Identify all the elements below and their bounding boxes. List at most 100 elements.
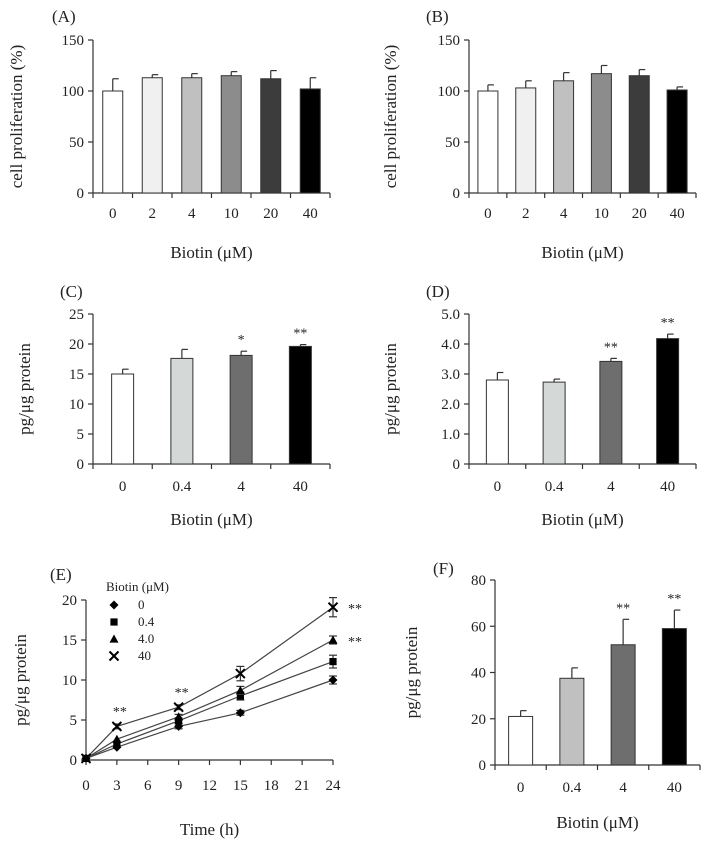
- x-tick-label: 0.4: [563, 780, 582, 796]
- x-tick-label: 20: [632, 206, 647, 222]
- significance-marker: **: [667, 592, 681, 607]
- series-line: [85, 606, 334, 759]
- bar: [181, 77, 203, 194]
- legend-label: 0.4: [138, 614, 155, 629]
- panel-label: (F): [433, 559, 454, 578]
- x-tick-label: 3: [113, 778, 121, 794]
- x-tick-label: 24: [326, 778, 342, 794]
- triangle-marker: [109, 634, 119, 643]
- panel-label: (E): [50, 565, 72, 584]
- triangle-marker: [174, 712, 184, 721]
- bar: [288, 345, 312, 465]
- x-tick-label: 2: [522, 206, 530, 222]
- x-tick-label: 12: [202, 778, 217, 794]
- significance-marker: **: [175, 686, 189, 701]
- significance-marker: **: [604, 340, 618, 355]
- y-tick-label: 5: [70, 713, 78, 729]
- y-tick-label: 0: [453, 186, 461, 202]
- cross-marker: [327, 601, 339, 613]
- panel-label: (A): [52, 7, 76, 26]
- y-axis-label: pg/μg protein: [381, 343, 400, 435]
- y-tick-label: 3.0: [441, 367, 460, 383]
- y-tick-label: 15: [62, 633, 77, 649]
- y-tick-label: 60: [471, 619, 486, 635]
- x-axis-label: Biotin (μM): [556, 813, 638, 832]
- y-axis-label: cell proliferation (%): [381, 45, 400, 189]
- x-tick-label: 4: [188, 206, 196, 222]
- x-tick-label: 4: [237, 479, 245, 495]
- y-tick-label: 150: [438, 33, 461, 49]
- x-tick-label: 0: [82, 778, 90, 794]
- bar: [656, 338, 680, 465]
- x-tick-label: 9: [175, 778, 183, 794]
- x-tick-label: 40: [667, 780, 682, 796]
- y-tick-label: 2.0: [441, 397, 460, 413]
- x-tick-label: 20: [263, 206, 278, 222]
- bar: [553, 80, 575, 194]
- x-tick-label: 0: [517, 780, 525, 796]
- x-tick-label: 40: [670, 206, 685, 222]
- x-tick-label: 18: [264, 778, 279, 794]
- panel-label: (D): [426, 282, 450, 301]
- square-marker: [113, 740, 121, 748]
- y-tick-label: 10: [62, 673, 77, 689]
- bar: [170, 357, 194, 465]
- bar: [590, 73, 612, 194]
- x-axis-label: Biotin (μM): [170, 510, 252, 529]
- legend-title: Biotin (μM): [106, 579, 169, 594]
- x-tick-label: 0.4: [545, 479, 564, 495]
- x-tick-label: 4: [619, 780, 627, 796]
- x-tick-label: 0: [119, 479, 127, 495]
- y-axis-label: cell proliferation (%): [7, 45, 26, 189]
- x-tick-label: 15: [233, 778, 248, 794]
- y-tick-label: 0: [77, 457, 85, 473]
- square-marker: [175, 717, 183, 725]
- bar: [477, 90, 499, 194]
- bar: [628, 75, 650, 194]
- y-tick-label: 1.0: [441, 427, 460, 443]
- panel-label: (B): [426, 7, 449, 26]
- series-line: [85, 639, 334, 759]
- y-tick-label: 4.0: [441, 337, 460, 353]
- x-tick-label: 6: [144, 778, 152, 794]
- cross-marker: [108, 650, 120, 662]
- bar: [515, 87, 537, 194]
- y-axis-label: pg/μg protein: [11, 634, 30, 726]
- bar: [661, 628, 687, 766]
- panel-b-chart: (B) 0 50 100 150 0 2 4 10 20 40 Biotin (μM) cell pro…: [381, 7, 697, 262]
- x-axis-label: Time (h): [180, 820, 239, 839]
- x-tick-label: 4: [607, 479, 615, 495]
- y-tick-label: 5.0: [441, 307, 460, 323]
- y-axis-label: pg/μg protein: [402, 626, 421, 718]
- x-tick-label: 0: [484, 206, 492, 222]
- y-tick-label: 0: [70, 753, 78, 769]
- bar: [141, 77, 163, 194]
- y-tick-label: 0: [77, 186, 85, 202]
- triangle-marker: [235, 685, 245, 694]
- diamond-marker: [235, 708, 245, 718]
- bar: [229, 354, 253, 465]
- x-axis-label: Biotin (μM): [541, 243, 623, 262]
- bar: [542, 381, 566, 465]
- panel-label: (C): [60, 282, 83, 301]
- legend-label: 4.0: [138, 631, 154, 646]
- cross-marker: [111, 721, 123, 732]
- x-tick-label: 40: [660, 479, 675, 495]
- y-tick-label: 50: [445, 135, 460, 151]
- panel-f-chart: (F) 0 20 40 60 80 0 0.4 ** 4 ** 40 Biotin (μM) pg/μg …: [402, 559, 701, 832]
- bar: [102, 90, 124, 194]
- panel-d-chart: (D) 0 1.0 2.0 3.0 4.0 5.0 0 0.4 ** 4 ** 40 Biotin (μM…: [381, 282, 697, 529]
- y-tick-label: 50: [69, 135, 84, 151]
- significance-marker: **: [348, 602, 362, 617]
- bar: [260, 78, 282, 194]
- x-axis-label: Biotin (μM): [170, 243, 252, 262]
- significance-marker: *: [238, 333, 245, 348]
- bar: [559, 677, 585, 766]
- legend-label: 0: [138, 597, 145, 612]
- y-tick-label: 15: [69, 367, 84, 383]
- y-tick-label: 80: [471, 573, 486, 589]
- bar: [599, 360, 623, 465]
- triangle-marker: [112, 734, 122, 743]
- bar: [666, 89, 688, 194]
